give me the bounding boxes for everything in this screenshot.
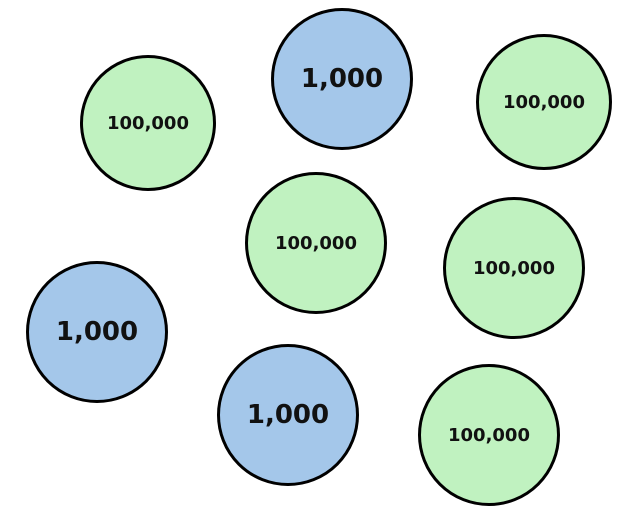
coin-label: 1,000 [55,317,139,347]
coin-label: 100,000 [107,112,189,134]
coin-label: 100,000 [473,257,555,279]
coin-label: 1,000 [246,400,330,430]
coin-green: 100,000 [443,197,585,339]
coin-label: 1,000 [300,64,384,94]
coin-label: 100,000 [503,91,585,113]
coin-green: 100,000 [418,364,560,506]
coin-green: 100,000 [80,55,216,191]
coin-blue: 1,000 [26,261,168,403]
coin-label: 100,000 [448,424,530,446]
coin-blue: 1,000 [217,344,359,486]
coin-label: 100,000 [275,232,357,254]
coin-blue: 1,000 [271,8,413,150]
coin-green: 100,000 [476,34,612,170]
coin-green: 100,000 [245,172,387,314]
